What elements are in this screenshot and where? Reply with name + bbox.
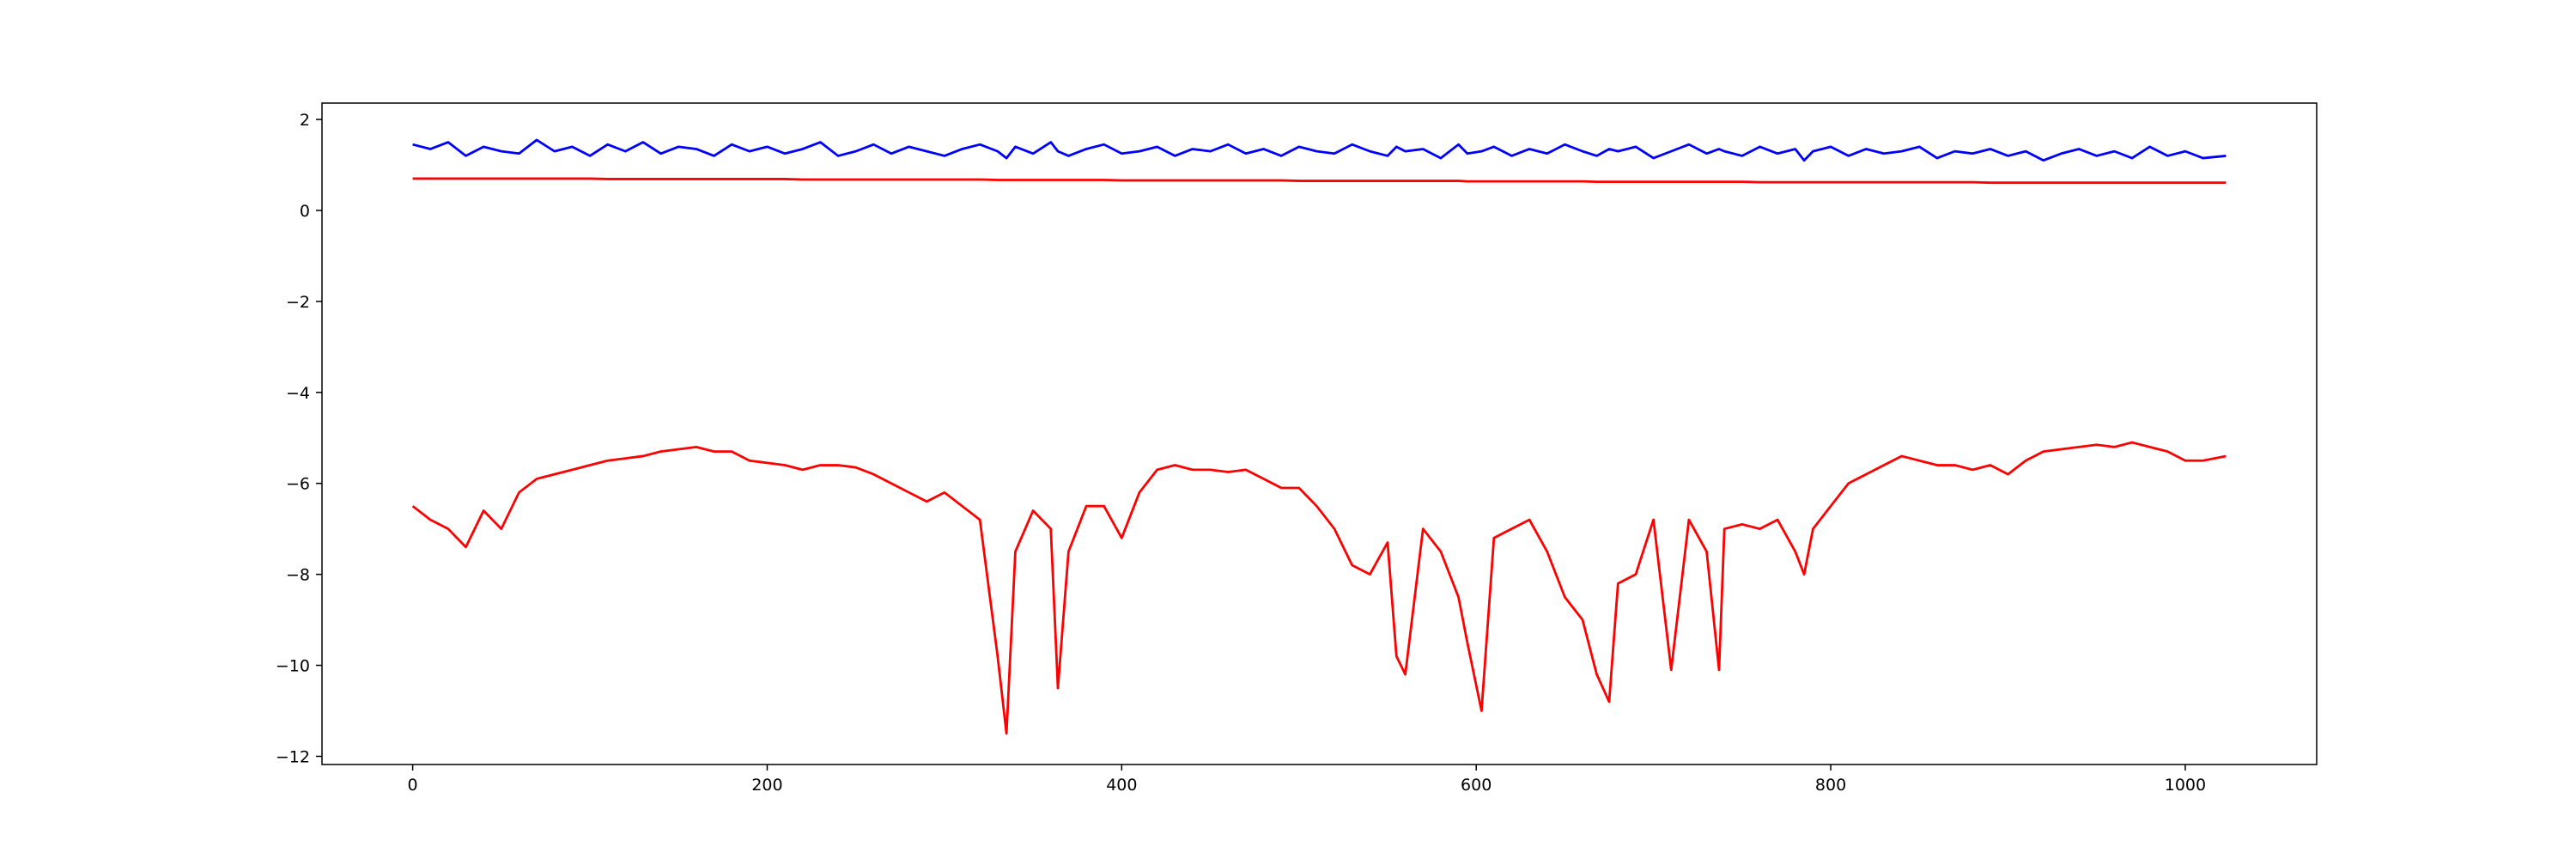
y-tick-label: 2 bbox=[300, 111, 310, 130]
y-tick-label: −6 bbox=[286, 475, 310, 494]
data-line bbox=[412, 138, 2227, 162]
data-line bbox=[412, 177, 2227, 185]
x-tick-label: 400 bbox=[1106, 776, 1137, 795]
x-tick-label: 0 bbox=[408, 776, 418, 795]
x-tick-label: 1000 bbox=[2165, 776, 2206, 795]
y-tick-label: −10 bbox=[276, 657, 310, 676]
y-tick-label: −2 bbox=[286, 293, 310, 312]
data-line bbox=[411, 441, 2227, 735]
y-tick-label: 0 bbox=[300, 202, 310, 221]
x-tick-label: 200 bbox=[751, 776, 782, 795]
y-tick-label: −8 bbox=[286, 566, 310, 585]
y-tick-label: −12 bbox=[276, 747, 310, 766]
x-tick-label: 800 bbox=[1815, 776, 1846, 795]
x-tick-label: 600 bbox=[1461, 776, 1492, 795]
y-tick-label: −4 bbox=[286, 384, 310, 403]
plot-frame bbox=[321, 102, 2318, 765]
